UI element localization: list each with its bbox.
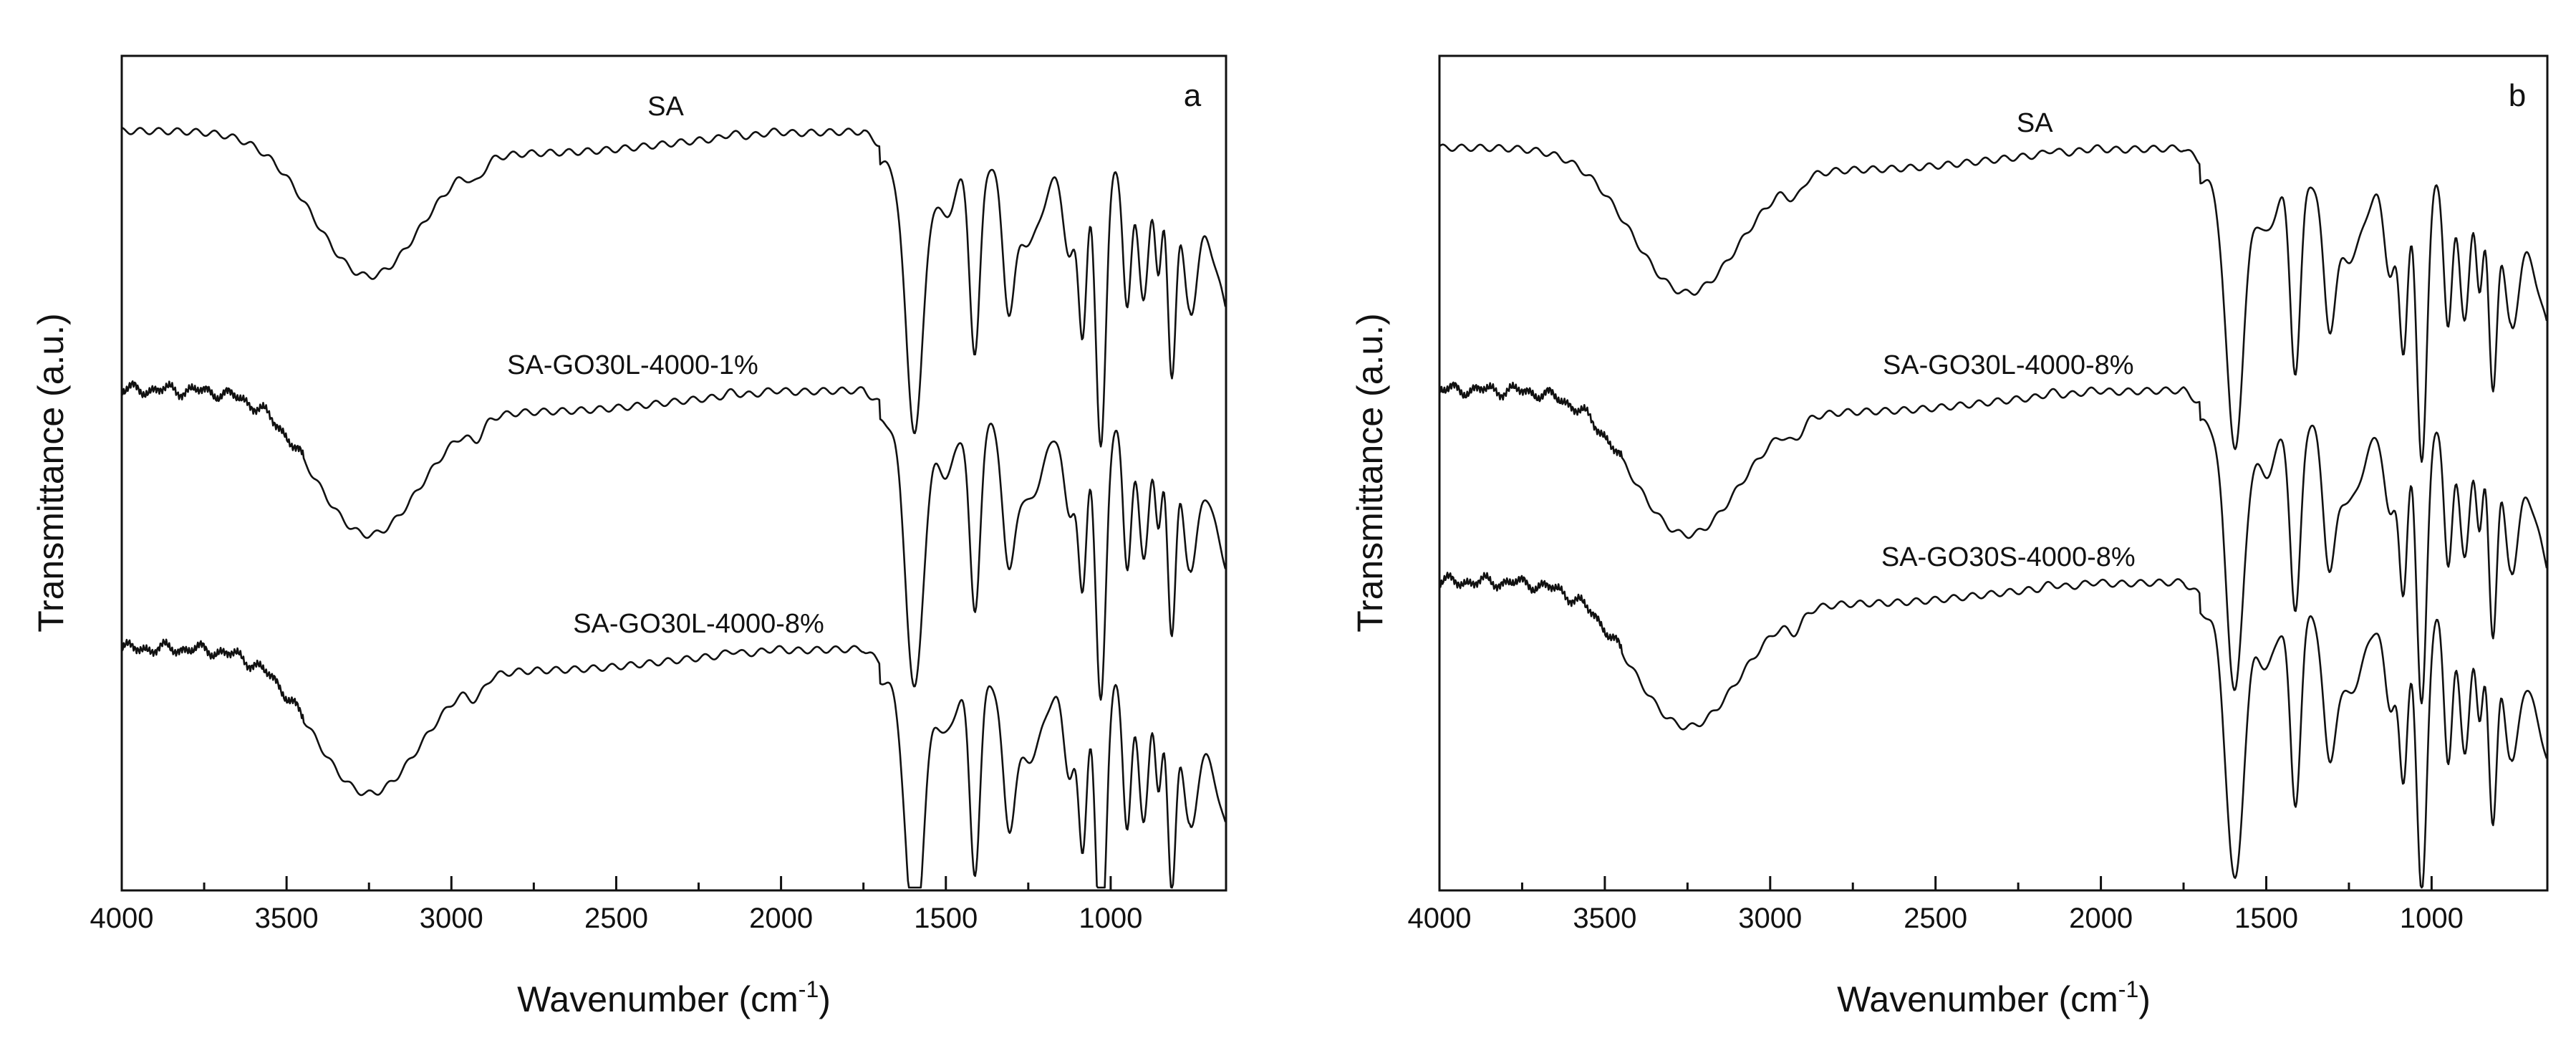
x-tick-label: 3000: [420, 903, 483, 934]
x-tick-label: 1000: [2400, 903, 2464, 934]
series-label: SA: [2017, 108, 2053, 138]
x-axis-title-a-sup: -1: [799, 976, 819, 1002]
x-axis-title-b-main: Wavenumber (cm: [1837, 979, 2118, 1019]
y-axis-title-b: Transmittance (a.u.): [1350, 313, 1390, 633]
x-ticks-b: 4000 3500 3000 2500 2000 1500 1000: [1408, 876, 2464, 934]
x-tick-label: 2500: [584, 903, 648, 934]
x-tick-label: 3500: [1573, 903, 1636, 934]
spectrum-line-b-3: [1439, 572, 2548, 889]
x-axis-title-a-close: ): [819, 979, 831, 1019]
x-axis-title-b: Wavenumber (cm-1): [1837, 976, 2151, 1019]
x-axis-title-a-main: Wavenumber (cm: [517, 979, 799, 1019]
series-labels-a: SA SA-GO30L-4000-1% SA-GO30L-4000-8%: [507, 92, 824, 639]
plot-area-a: [120, 127, 1227, 889]
x-tick-label: 2500: [1904, 903, 1967, 934]
x-tick-label: 3500: [255, 903, 319, 934]
x-axis-title-a: Wavenumber (cm-1): [517, 976, 831, 1019]
x-axis-title-b-sup: -1: [2118, 976, 2138, 1002]
series-label: SA: [647, 92, 684, 122]
spectrum-line-a-3: [120, 638, 1227, 889]
plot-area-b: [1438, 143, 2548, 889]
panel-letter-b: b: [2509, 78, 2526, 113]
x-tick-label: 4000: [90, 903, 154, 934]
panel-b: 4000 3500 3000 2500 2000 1500 1000 SA SA-GO30L-…: [1350, 54, 2549, 1019]
spectrum-line-b-1: [1439, 143, 2548, 463]
series-label: SA-GO30S-4000-8%: [1881, 542, 2136, 572]
series-label: SA-GO30L-4000-8%: [1883, 350, 2134, 380]
x-tick-label: 3000: [1738, 903, 1802, 934]
spectrum-line-b-2: [1438, 381, 2548, 705]
spectrum-line-a-1: [121, 127, 1227, 448]
spectrum-line-a-2: [121, 380, 1227, 701]
plot-frame-b: [1438, 54, 2549, 892]
x-axis-title-b-close: ): [2138, 979, 2151, 1019]
panel-a: 4000 3500 3000 2500 2000 1500 1000 SA SA-GO30L-…: [31, 54, 1227, 1019]
x-tick-label: 1500: [914, 903, 978, 934]
x-tick-label: 1000: [1079, 903, 1142, 934]
series-labels-b: SA SA-GO30L-4000-8% SA-GO30S-4000-8%: [1881, 108, 2136, 572]
series-label: SA-GO30L-4000-8%: [573, 609, 824, 639]
series-label: SA-GO30L-4000-1%: [507, 350, 758, 380]
x-tick-label: 1500: [2234, 903, 2298, 934]
plot-frame-a: [120, 54, 1227, 892]
x-tick-label: 2000: [2069, 903, 2133, 934]
x-tick-label: 2000: [749, 903, 813, 934]
panel-letter-a: a: [1184, 78, 1202, 113]
x-tick-label: 4000: [1408, 903, 1472, 934]
y-axis-title-a: Transmittance (a.u.): [31, 313, 71, 633]
x-ticks-a: 4000 3500 3000 2500 2000 1500 1000: [90, 876, 1142, 934]
